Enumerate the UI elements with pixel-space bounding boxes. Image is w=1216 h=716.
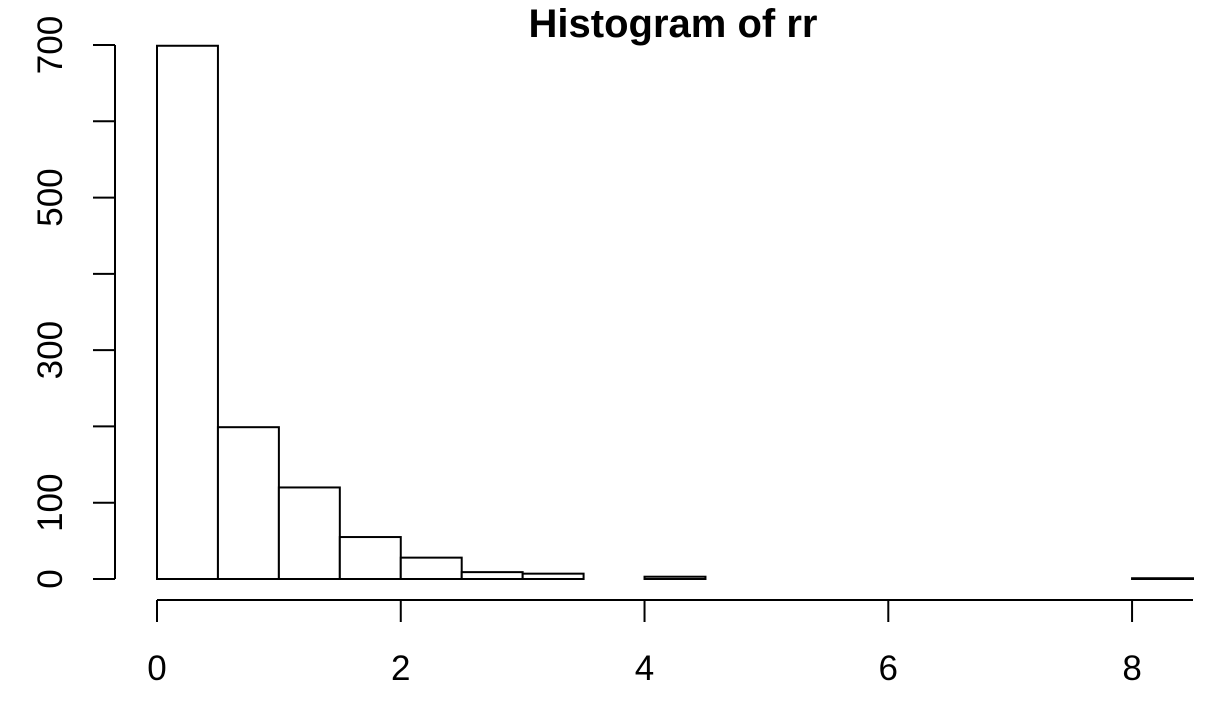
bars-layer [156, 44, 1195, 581]
histogram-bar [460, 571, 524, 580]
histogram-bar [1131, 577, 1195, 580]
histogram-bar [338, 536, 402, 580]
y-tick-label: 300 [31, 321, 70, 379]
histogram-bar [216, 426, 280, 581]
histogram-bar [521, 572, 585, 580]
y-tick-label: 500 [31, 168, 70, 226]
histogram-bar [643, 575, 707, 580]
histogram-bar [156, 44, 219, 580]
chart-title: Histogram of rr [529, 2, 818, 46]
y-tick-label: 100 [31, 474, 70, 532]
x-tick-label: 8 [1122, 649, 1141, 688]
histogram-bar [277, 486, 341, 581]
x-axis: 0 2 4 6 8 [147, 599, 1193, 688]
histogram-bar [399, 556, 463, 581]
x-tick-label: 2 [391, 649, 410, 688]
y-tick-label: 0 [31, 569, 70, 588]
y-axis: 0 100 300 500 700 [31, 16, 116, 589]
y-tick-label: 700 [31, 16, 70, 74]
x-tick-label: 6 [879, 649, 898, 688]
x-tick-label: 0 [147, 649, 166, 688]
x-tick-label: 4 [635, 649, 654, 688]
